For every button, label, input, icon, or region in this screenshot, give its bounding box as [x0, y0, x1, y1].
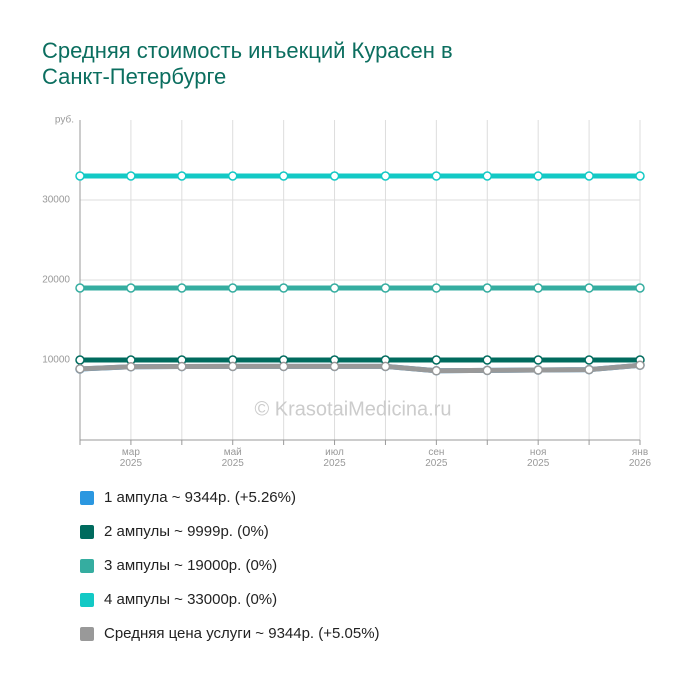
point	[227, 171, 238, 181]
point	[329, 361, 340, 372]
series-line	[79, 362, 641, 374]
point	[482, 355, 493, 365]
point	[431, 366, 442, 376]
point	[635, 171, 645, 181]
legend-swatch	[80, 491, 94, 505]
legend-label: 1 ампула ~ 9344р. (+5.26%)	[104, 489, 296, 506]
point	[126, 283, 136, 293]
y-tick-label: 30000	[42, 195, 70, 206]
point	[177, 171, 187, 181]
point	[278, 283, 289, 293]
point	[278, 171, 289, 181]
x-tick-label: сен 2025	[425, 447, 448, 469]
x-tick-label: май 2025	[221, 447, 244, 469]
legend-label: 4 ампулы ~ 33000р. (0%)	[104, 591, 277, 608]
point	[533, 283, 543, 293]
point	[533, 171, 543, 181]
point	[635, 283, 645, 293]
point	[126, 171, 136, 181]
point	[584, 171, 594, 181]
point	[177, 283, 187, 293]
watermark: © KrasotaiMedicina.ru	[254, 398, 451, 420]
legend-swatch	[80, 627, 94, 641]
point	[75, 283, 85, 293]
point	[431, 355, 442, 365]
x-tick-label: мар 2025	[119, 447, 143, 469]
point	[635, 360, 645, 370]
point	[278, 361, 289, 372]
point	[584, 364, 594, 375]
point	[584, 355, 594, 365]
legend-label: 2 ампулы ~ 9999р. (0%)	[104, 523, 269, 540]
point	[329, 171, 340, 181]
point	[227, 283, 238, 293]
point	[75, 171, 85, 181]
point	[533, 365, 543, 375]
legend-swatch	[80, 525, 94, 539]
y-tick-label: 20000	[42, 275, 70, 286]
y-tick-label: 10000	[42, 355, 70, 366]
point	[482, 283, 493, 293]
point	[533, 355, 543, 365]
point	[329, 283, 340, 293]
legend-swatch	[80, 593, 94, 607]
x-tick-label: ноя 2025	[527, 447, 550, 469]
point	[380, 171, 391, 181]
point	[380, 283, 391, 293]
point	[227, 361, 238, 372]
chart-title: Средняя стоимость инъекций Курасен в Сан…	[42, 38, 453, 89]
point	[431, 171, 442, 181]
x-tick-label: янв 2026	[628, 447, 652, 469]
point	[431, 283, 442, 293]
point	[482, 365, 493, 376]
point	[177, 361, 187, 372]
x-tick-label: июл 2025	[323, 447, 346, 469]
point	[584, 283, 594, 293]
point	[126, 362, 136, 372]
point	[75, 355, 85, 365]
legend-label: Средняя цена услуги ~ 9344р. (+5.05%)	[104, 625, 380, 642]
legend-swatch	[80, 559, 94, 573]
point	[75, 364, 85, 374]
point	[380, 361, 391, 372]
legend-label: 3 ампулы ~ 19000р. (0%)	[104, 557, 277, 574]
point	[482, 171, 493, 181]
y-unit: руб.	[55, 114, 74, 126]
